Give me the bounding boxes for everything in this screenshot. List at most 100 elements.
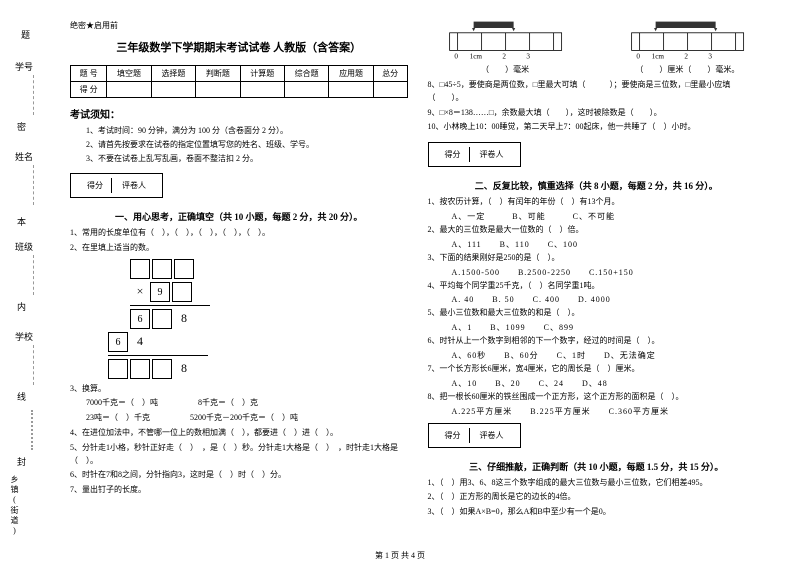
options: A.225平方厘米 B.225平方厘米 C.360平方厘米	[428, 406, 766, 417]
question: 8、□45÷5，要使商是两位数，□里最大可填（ ）；要使商是三位数，□里最小应填…	[428, 79, 766, 105]
svg-text:1cm: 1cm	[469, 52, 482, 60]
section-title: 一、用心思考，正确填空（共 10 小题，每题 2 分，共 20 分）。	[70, 210, 408, 223]
margin-label: 姓名	[15, 150, 33, 163]
th: 填空题	[107, 66, 151, 82]
grader-box: 得分 评卷人	[428, 423, 521, 448]
td[interactable]	[151, 82, 195, 98]
th: 计算题	[240, 66, 284, 82]
question: 8、把一根长60厘米的铁丝围成一个正方形，这个正方形的面积是（ ）。	[428, 391, 766, 404]
margin-label: 学校	[15, 330, 33, 343]
svg-text:3: 3	[708, 52, 712, 60]
binding-margin: 题 学号 密 姓名 本 班级 内 学校 线 封 乡镇(街道)	[5, 0, 45, 565]
question: 2、在里填上适当的数。	[70, 242, 408, 255]
digit: 8	[174, 361, 194, 376]
grader-box: 得分 评卷人	[70, 173, 163, 198]
td[interactable]	[107, 82, 151, 98]
digit: 9	[150, 282, 170, 302]
svg-text:3: 3	[526, 52, 530, 60]
question: 2、（ ）正方形的周长是它的边长的4倍。	[428, 491, 766, 504]
question: 6、时针从上一个数字到相邻的下一个数字，经过的时间是（ ）。	[428, 335, 766, 348]
question: 1、常用的长度单位有（ ），（ ），（ ），（ ），（ ）。	[70, 227, 408, 240]
margin-mark: 封	[17, 455, 26, 468]
td[interactable]	[373, 82, 407, 98]
td[interactable]	[329, 82, 373, 98]
grader-name: 评卷人	[114, 178, 154, 193]
question: 7、量出钉子的长度。	[70, 484, 408, 497]
ruler-answer: （ ）厘米（ ）毫米。	[610, 64, 765, 75]
question: 5、分针走1小格，秒针正好走（ ） ，是（ ）秒。分针走1大格是（ ） ，时针走…	[70, 442, 408, 468]
ruler-answer: （ ）毫米	[428, 64, 583, 75]
score-table: 题 号 填空题 选择题 判断题 计算题 综合题 应用题 总分 得 分	[70, 65, 408, 98]
page-footer: 第 1 页 共 4 页	[0, 550, 800, 561]
th: 总分	[373, 66, 407, 82]
th: 判断题	[196, 66, 240, 82]
th: 应用题	[329, 66, 373, 82]
question: 4、在进位加法中，不管哪一位上的数相加满（ ），都要进（ ）进（ ）。	[70, 427, 408, 440]
margin-label: 学号	[15, 60, 33, 73]
margin-mark: 内	[17, 300, 26, 313]
multiplication-grid: ×9 68 64 8	[130, 259, 408, 379]
ruler-icon: 0 1cm 2 3	[428, 20, 583, 60]
question-sub: 23吨＝（ ）千克 5200千克－200千克＝（ ）吨	[70, 412, 408, 425]
section-title: 三、仔细推敲，正确判断（共 10 小题，每题 1.5 分，共 15 分）。	[428, 460, 766, 473]
right-column: 0 1cm 2 3 （ ）毫米 0 1cm 2 3	[418, 20, 776, 521]
grader-name: 评卷人	[472, 428, 512, 443]
secrecy-mark: 绝密★启用前	[70, 20, 408, 31]
ruler-area: 0 1cm 2 3 （ ）毫米 0 1cm 2 3	[428, 20, 766, 75]
question-sub: 7000千克＝（ ）吨 8千克＝（ ）克	[70, 397, 408, 410]
options: A、60秒 B、60分 C、1时 D、无法确定	[428, 350, 766, 361]
question: 9、□×8＝138……□，余数最大填（ ），这时被除数是（ ）。	[428, 107, 766, 120]
notice-item: 2、请首先按要求在试卷的指定位置填写您的姓名、班级、学号。	[70, 139, 408, 151]
question: 6、时针在7和8之间，分针指向3，这时是（ ）时（ ）分。	[70, 469, 408, 482]
options: A、10 B、20 C、24 D、48	[428, 378, 766, 389]
options: A、1 B、1099 C、899	[428, 322, 766, 333]
svg-text:0: 0	[636, 52, 640, 60]
operator: ×	[130, 284, 150, 299]
th: 选择题	[151, 66, 195, 82]
left-column: 绝密★启用前 三年级数学下学期期末考试试卷 人教版（含答案） 题 号 填空题 选…	[60, 20, 418, 521]
ruler-left: 0 1cm 2 3 （ ）毫米	[428, 20, 583, 75]
td[interactable]	[284, 82, 328, 98]
question: 10、小林晚上10：00睡觉，第二天早上7：00起床，他一共睡了（ ）小时。	[428, 121, 766, 134]
notice-item: 3、不要在试卷上乱写乱画，卷面不整洁扣 2 分。	[70, 153, 408, 165]
question: 3、（ ）如果A×B=0，那么A和B中至少有一个是0。	[428, 506, 766, 519]
digit: 4	[130, 334, 150, 349]
margin-mark: 本	[17, 215, 26, 228]
notice-title: 考试须知：	[70, 106, 408, 121]
svg-text:2: 2	[684, 52, 688, 60]
question: 3、换算。	[70, 383, 408, 396]
margin-label: 乡镇(街道)	[9, 475, 20, 537]
side-label: 题	[19, 30, 32, 47]
td[interactable]	[240, 82, 284, 98]
margin-label: 班级	[15, 240, 33, 253]
question: 7、一个长方形长6厘米，宽4厘米，它的周长是（ ）厘米。	[428, 363, 766, 376]
ruler-icon: 0 1cm 2 3	[610, 20, 765, 60]
grader-box: 得分 评卷人	[428, 142, 521, 167]
svg-text:2: 2	[502, 52, 506, 60]
grader-score: 得分	[437, 147, 470, 162]
margin-mark: 线	[17, 390, 26, 403]
digit: 6	[130, 309, 150, 329]
digit: 8	[174, 311, 194, 326]
grader-score: 得分	[437, 428, 470, 443]
td: 得 分	[71, 82, 107, 98]
td[interactable]	[196, 82, 240, 98]
question: 3、下面的结果刚好是250的是（ ）。	[428, 252, 766, 265]
grader-name: 评卷人	[472, 147, 512, 162]
notice-item: 1、考试时间：90 分钟，满分为 100 分（含卷面分 2 分）。	[70, 125, 408, 137]
svg-text:0: 0	[454, 52, 458, 60]
section-title: 二、反复比较，慎重选择（共 8 小题，每题 2 分，共 16 分）。	[428, 179, 766, 192]
options: A. 40 B. 50 C. 400 D. 4000	[428, 294, 766, 305]
question: 1、按农历计算，（ ）有闰年的年份（ ）有13个月。	[428, 196, 766, 209]
options: A.1500-500 B.2500-2250 C.150+150	[428, 267, 766, 278]
exam-title: 三年级数学下学期期末考试试卷 人教版（含答案）	[70, 39, 408, 55]
question: 4、平均每个同学重25千克，（ ）名同学重1吨。	[428, 280, 766, 293]
margin-mark: 密	[17, 120, 26, 133]
ruler-right: 0 1cm 2 3 （ ）厘米（ ）毫米。	[610, 20, 765, 75]
th: 题 号	[71, 66, 107, 82]
options: A、111 B、110 C、100	[428, 239, 766, 250]
th: 综合题	[284, 66, 328, 82]
question: 1、（ ）用3、6、8这三个数字组成的最大三位数与最小三位数，它们相差495。	[428, 477, 766, 490]
page-content: 绝密★启用前 三年级数学下学期期末考试试卷 人教版（含答案） 题 号 填空题 选…	[35, 0, 800, 541]
digit: 6	[108, 332, 128, 352]
